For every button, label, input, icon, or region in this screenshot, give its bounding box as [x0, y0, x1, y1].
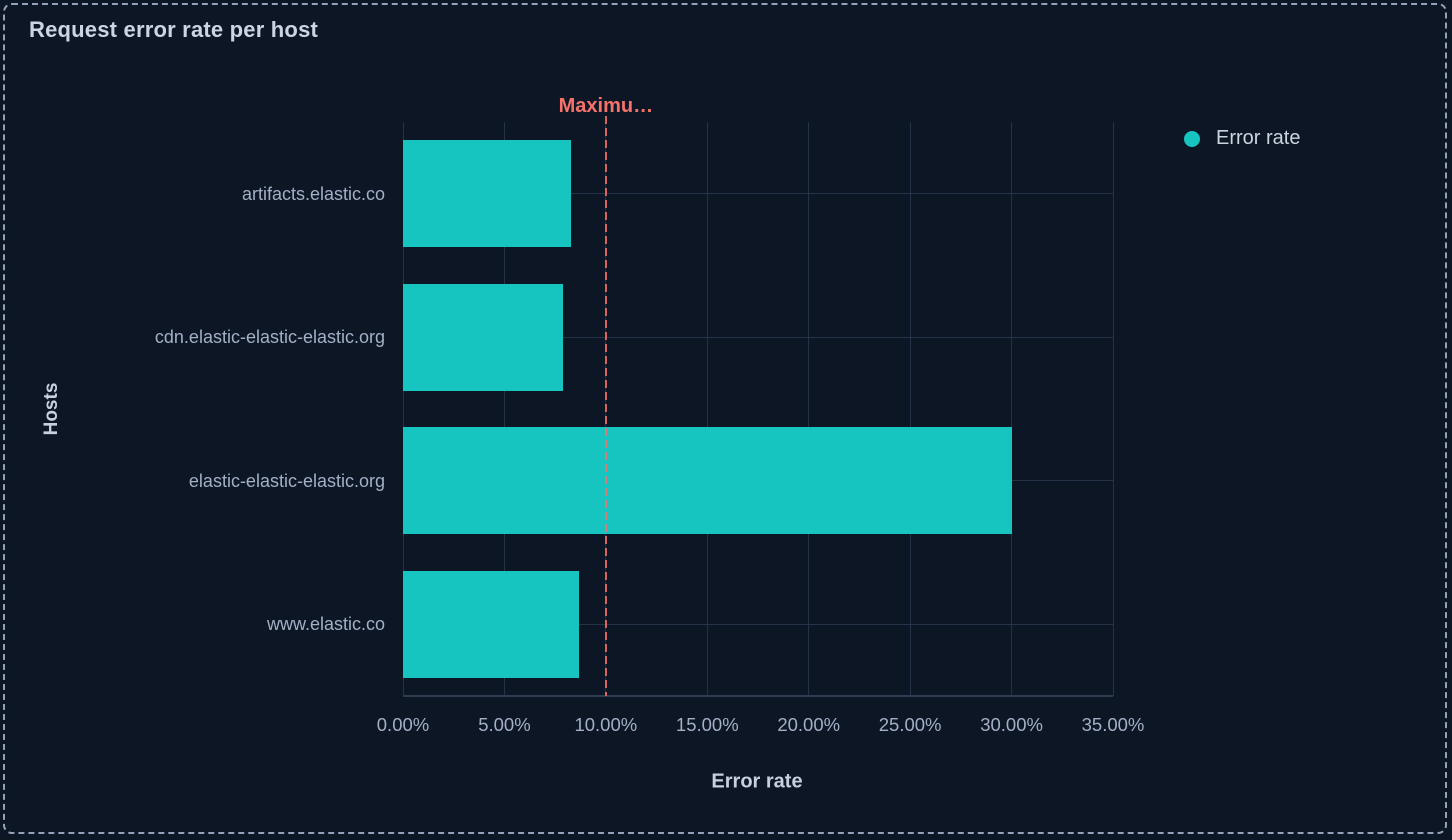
legend-series-label: Error rate: [1216, 127, 1301, 149]
y-axis-label: www.elastic.co: [266, 614, 385, 635]
y-axis-label: elastic-elastic-elastic.org: [188, 470, 385, 491]
legend-item-error-rate[interactable]: Error rate: [1184, 126, 1300, 151]
x-axis-tick-label: 15.00%: [675, 714, 739, 735]
x-axis-tick-label: 20.00%: [777, 714, 841, 735]
x-axis-tick-label: 35.00%: [1081, 714, 1145, 735]
x-gridline: [909, 122, 911, 696]
threshold-line: [604, 116, 607, 696]
x-axis-tick-label: 30.00%: [980, 714, 1043, 735]
error-rate-bar[interactable]: [403, 427, 1012, 535]
x-axis-tick-label: 10.00%: [574, 714, 638, 735]
chart-title: Request error rate per host: [29, 17, 319, 42]
x-gridline: [1011, 122, 1013, 696]
x-gridline: [808, 122, 810, 696]
x-gridline: [1112, 122, 1114, 696]
y-gridline: [403, 623, 1113, 625]
x-axis-tick-label: 5.00%: [478, 714, 531, 735]
x-axis-title: Error rate: [711, 770, 803, 793]
legend-series-dot-icon: [1184, 130, 1200, 147]
y-axis-label: artifacts.elastic.co: [241, 183, 385, 204]
x-axis-line: [403, 695, 1113, 697]
threshold-label: Maximu…: [558, 95, 654, 117]
y-axis-label: cdn.elastic-elastic-elastic.org: [154, 327, 385, 348]
error-rate-bar[interactable]: [403, 570, 580, 678]
error-rate-bar[interactable]: [403, 140, 572, 248]
x-gridline: [503, 122, 505, 696]
x-gridline: [402, 122, 404, 696]
x-axis-tick-label: 0.00%: [376, 714, 430, 735]
y-gridline: [403, 336, 1113, 338]
x-gridline: [706, 122, 708, 696]
error-rate-bar[interactable]: [403, 283, 564, 391]
y-gridline: [403, 193, 1113, 195]
y-axis-title: Hosts: [41, 382, 62, 436]
x-axis-tick-label: 25.00%: [878, 714, 942, 735]
